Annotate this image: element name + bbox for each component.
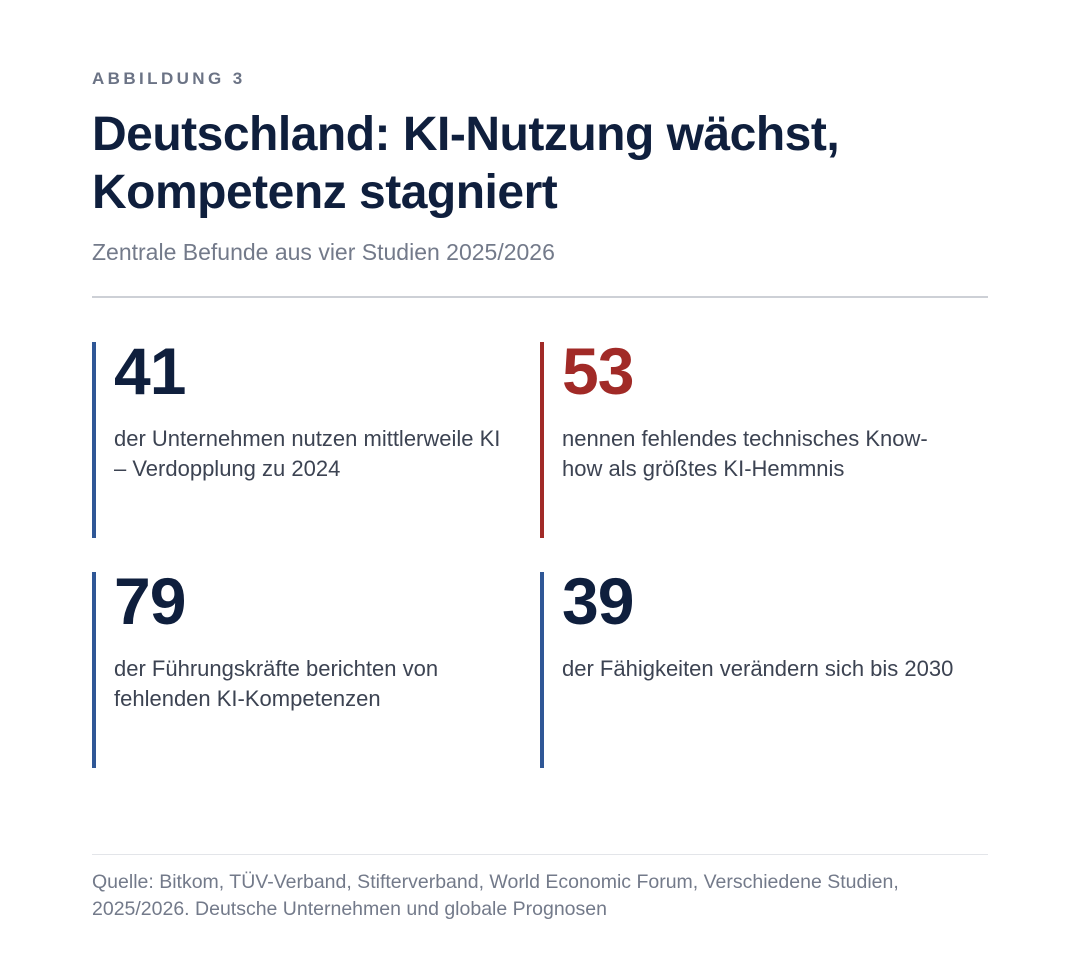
stat-accent-bar <box>92 572 96 768</box>
stat-card-barrier: 53 nennen fehlendes technisches Know-how… <box>540 336 970 538</box>
stat-value: 79 <box>114 564 186 638</box>
figure-label: ABBILDUNG 3 <box>92 69 246 88</box>
stat-value: 53 <box>562 334 634 408</box>
stat-accent-bar <box>540 572 544 768</box>
stat-accent-bar <box>540 342 544 538</box>
footer-divider <box>92 854 988 855</box>
stat-value: 41 <box>114 334 186 408</box>
figure-title: Deutschland: KI-Nutzung wächst, Kompeten… <box>92 106 988 222</box>
title-line-2: Kompetenz stagniert <box>92 166 558 219</box>
source-note: Quelle: Bitkom, TÜV-Verband, Stifterverb… <box>92 871 899 920</box>
figure-card: ABBILDUNG 3 Deutschland: KI-Nutzung wäch… <box>92 0 988 958</box>
stat-card-leaders: 79 der Führungskräfte berichten von fehl… <box>92 566 522 768</box>
header-divider <box>92 296 988 298</box>
title-line-1: Deutschland: KI-Nutzung wächst, <box>92 108 840 161</box>
stat-description: nennen fehlendes technisches Know-how al… <box>562 426 928 481</box>
stat-description: der Führungskräfte berichten von fehlend… <box>114 656 439 711</box>
stat-card-skills: 39 der Fähigkeiten verändern sich bis 20… <box>540 566 970 768</box>
stat-description: der Unternehmen nutzen mittlerweile KI –… <box>114 426 501 481</box>
stat-description: der Fähigkeiten verändern sich bis 2030 <box>562 656 954 681</box>
stat-value: 39 <box>562 564 634 638</box>
figure-subtitle: Zentrale Befunde aus vier Studien 2025/2… <box>92 239 555 265</box>
stat-accent-bar <box>92 342 96 538</box>
stat-card-usage: 41 der Unternehmen nutzen mittlerweile K… <box>92 336 522 538</box>
